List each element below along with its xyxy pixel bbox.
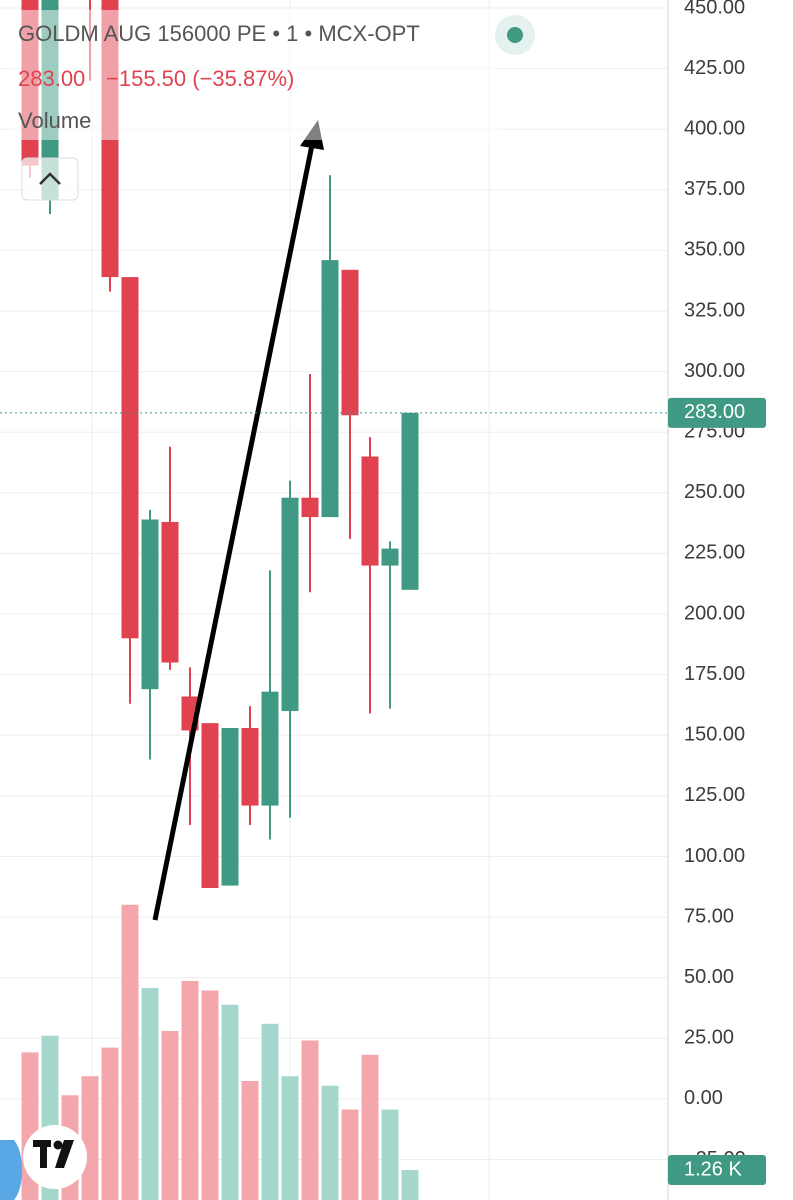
- y-tick-label: 350.00: [684, 239, 745, 261]
- legend-change: −155.50 (−35.87%): [106, 66, 294, 91]
- logo-part: [55, 1140, 74, 1168]
- y-tick-label: 425.00: [684, 57, 745, 79]
- candle-body: [261, 691, 279, 806]
- y-tick-label: 300.00: [684, 360, 745, 382]
- volume-bar: [261, 1023, 279, 1200]
- candle-body: [121, 277, 139, 639]
- logo-part: [40, 1140, 47, 1168]
- volume-last-label: 1.26 K: [684, 1158, 742, 1180]
- last-price-box: [668, 397, 766, 428]
- candle-body: [321, 260, 339, 518]
- candle-body: [301, 497, 319, 518]
- trend-arrow: [152, 120, 324, 921]
- y-tick-label: 125.00: [684, 784, 745, 806]
- arrow-shaft: [152, 139, 316, 921]
- y-tick-label: 200.00: [684, 602, 745, 624]
- y-tick-label: 250.00: [684, 481, 745, 503]
- legend-price: 283.00: [18, 66, 85, 91]
- candle-body: [161, 521, 179, 663]
- candle-body: [381, 548, 399, 566]
- volume-bar: [101, 1047, 119, 1200]
- y-tick-label: 50.00: [684, 966, 734, 988]
- volume-bar: [141, 988, 159, 1200]
- y-tick-label: 175.00: [684, 663, 745, 685]
- y-tick-label: 325.00: [684, 299, 745, 321]
- volume-bar: [241, 1080, 259, 1200]
- volume-bar: [181, 980, 199, 1200]
- logo: [33, 1140, 74, 1168]
- legend-backdrop: [10, 10, 500, 140]
- candle-body: [221, 728, 239, 886]
- y-tick-label: 225.00: [684, 542, 745, 564]
- volume-bar: [81, 1076, 99, 1200]
- y-tick-label: 400.00: [684, 117, 745, 139]
- y-tick-label: 25.00: [684, 1027, 734, 1049]
- y-tick-label: 0.00: [684, 1087, 723, 1109]
- price-axis: 450.00 425.00 400.00 375.00 350.00 325.00 300.…: [684, 0, 746, 1170]
- volume-last-box: [668, 1155, 766, 1185]
- candle-body: [361, 456, 379, 566]
- volume-bar: [121, 904, 139, 1200]
- volume-bar: [361, 1054, 379, 1200]
- candle-body: [281, 497, 299, 712]
- last-price-label: 283.00: [684, 401, 745, 423]
- candle-body: [141, 519, 159, 690]
- symbol-title: GOLDM AUG 156000 PE • 1 • MCX-OPT: [18, 21, 420, 46]
- volume-bar: [301, 1040, 319, 1200]
- candle-body: [201, 723, 219, 888]
- volume-bar: [281, 1076, 299, 1200]
- volume-bar: [381, 1109, 399, 1200]
- y-tick-label: 150.00: [684, 724, 745, 746]
- y-tick-label: 100.00: [684, 845, 745, 867]
- y-tick-label: 375.00: [684, 178, 745, 200]
- volume-legend: Volume: [18, 108, 91, 133]
- candle-body: [241, 728, 259, 806]
- volume-bar: [401, 1170, 419, 1200]
- y-tick-label: 450.00: [684, 0, 745, 18]
- volume-bar: [201, 990, 219, 1200]
- logo-part: [53, 1140, 63, 1150]
- legend: GOLDM AUG 156000 PE • 1 • MCX-OPT 283.00…: [10, 10, 535, 201]
- logo-badge: [23, 1125, 87, 1189]
- candle-body: [401, 412, 419, 590]
- volume-bar: [161, 1030, 179, 1200]
- volume-bar: [321, 1085, 339, 1200]
- status-dot: [507, 27, 523, 43]
- volume-bar: [341, 1109, 359, 1200]
- collapse-button[interactable]: [21, 157, 79, 201]
- candle-body: [341, 269, 359, 416]
- scroll-button[interactable]: [0, 1140, 22, 1200]
- y-tick-label: 75.00: [684, 905, 734, 927]
- volume-bar: [221, 1004, 239, 1200]
- collapse-icon: [39, 172, 61, 185]
- grid: [0, 0, 668, 1200]
